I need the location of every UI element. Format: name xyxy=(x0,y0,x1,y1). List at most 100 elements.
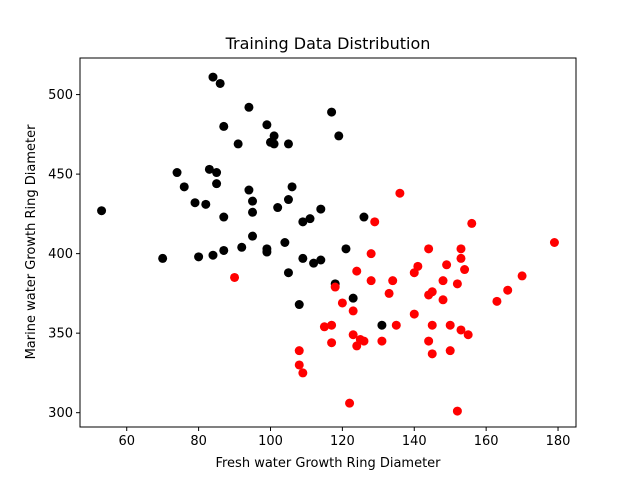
data-point-series-1-45 xyxy=(467,218,477,228)
data-point-series-1-23 xyxy=(395,188,405,198)
x-axis-label: Fresh water Growth Ring Diameter xyxy=(215,456,441,471)
data-point-series-1-8 xyxy=(337,298,347,308)
data-point-series-1-2 xyxy=(294,360,304,370)
data-point-series-1-29 xyxy=(424,336,434,346)
data-point-series-1-49 xyxy=(549,238,559,247)
data-point-series-0-0 xyxy=(97,206,107,216)
data-point-series-0-47 xyxy=(359,212,369,222)
data-point-series-0-14 xyxy=(219,212,229,222)
data-point-series-1-26 xyxy=(413,261,423,271)
data-point-series-1-21 xyxy=(388,276,398,286)
data-point-series-0-34 xyxy=(287,182,297,192)
data-point-series-0-27 xyxy=(269,131,279,141)
data-point-series-0-4 xyxy=(190,198,200,208)
data-point-series-1-7 xyxy=(330,282,340,292)
data-point-series-1-44 xyxy=(463,330,473,340)
x-tick-label: 140 xyxy=(402,434,427,449)
data-point-series-1-25 xyxy=(409,309,419,319)
data-point-series-0-38 xyxy=(305,214,315,224)
data-point-series-0-5 xyxy=(194,252,204,262)
data-point-series-0-44 xyxy=(334,131,344,141)
data-point-series-0-46 xyxy=(348,293,358,303)
data-point-series-1-31 xyxy=(427,320,437,330)
data-point-series-1-15 xyxy=(359,336,369,346)
plot-frame xyxy=(79,57,577,428)
data-point-series-0-9 xyxy=(208,72,218,82)
data-point-series-0-45 xyxy=(341,244,351,254)
x-axis-ticks: 60 80 100 120 140 160 180 xyxy=(118,427,570,449)
data-point-series-0-11 xyxy=(212,179,222,189)
data-point-series-1-35 xyxy=(442,260,452,270)
data-point-series-1-34 xyxy=(438,295,448,305)
data-point-series-0-39 xyxy=(309,258,319,268)
y-tick-label: 350 xyxy=(48,327,73,342)
data-point-series-0-12 xyxy=(215,78,225,88)
x-tick-label: 120 xyxy=(330,434,355,449)
data-point-series-1-5 xyxy=(327,320,337,330)
y-axis-ticks: 300 350 400 450 500 xyxy=(48,88,80,421)
data-point-series-1-48 xyxy=(517,271,527,281)
data-point-series-1-27 xyxy=(424,244,434,254)
data-point-series-1-22 xyxy=(391,320,401,330)
data-point-series-0-17 xyxy=(237,242,247,252)
data-point-series-1-43 xyxy=(460,265,470,275)
data-point-series-0-42 xyxy=(327,107,337,117)
data-point-series-1-17 xyxy=(366,276,376,286)
data-point-series-1-12 xyxy=(352,266,362,276)
data-point-series-0-41 xyxy=(316,255,326,265)
data-point-series-0-2 xyxy=(172,168,182,178)
data-point-series-0-20 xyxy=(248,196,258,206)
data-point-series-1-19 xyxy=(377,336,387,346)
data-point-series-1-6 xyxy=(327,338,337,348)
data-point-series-0-48 xyxy=(377,320,387,330)
data-point-series-0-6 xyxy=(201,199,211,209)
data-point-series-0-19 xyxy=(244,185,254,195)
data-point-series-0-15 xyxy=(219,245,229,255)
data-point-series-1-39 xyxy=(452,406,462,416)
y-tick-label: 450 xyxy=(48,168,73,183)
y-tick-label: 500 xyxy=(48,88,73,103)
data-point-series-1-1 xyxy=(294,346,304,356)
data-point-series-1-42 xyxy=(456,325,466,335)
data-point-series-0-36 xyxy=(298,217,308,227)
data-point-series-1-16 xyxy=(366,249,376,259)
data-point-series-0-10 xyxy=(212,168,222,178)
data-point-series-1-20 xyxy=(384,288,394,298)
data-point-series-0-21 xyxy=(248,207,258,217)
x-tick-label: 100 xyxy=(258,434,283,449)
data-point-series-0-8 xyxy=(208,250,218,260)
y-axis-label: Marine water Growth Ring Diameter xyxy=(24,124,39,359)
data-point-series-1-9 xyxy=(345,398,355,408)
data-point-series-0-35 xyxy=(294,300,304,310)
data-point-series-1-30 xyxy=(427,287,437,297)
data-point-series-1-37 xyxy=(445,346,455,356)
x-tick-label: 160 xyxy=(474,434,499,449)
data-point-series-1-3 xyxy=(298,368,308,378)
data-point-series-1-47 xyxy=(503,285,513,295)
data-point-series-1-33 xyxy=(438,276,448,286)
x-tick-label: 60 xyxy=(118,434,135,449)
data-point-series-1-11 xyxy=(348,330,358,340)
data-point-series-0-30 xyxy=(280,238,290,247)
data-point-series-0-33 xyxy=(283,268,293,278)
data-point-series-1-36 xyxy=(445,320,455,330)
data-point-series-0-1 xyxy=(158,253,168,263)
x-tick-label: 180 xyxy=(546,434,571,449)
x-tick-label: 80 xyxy=(190,434,207,449)
data-point-series-1-38 xyxy=(452,279,462,289)
data-point-series-1-18 xyxy=(370,217,380,227)
data-point-series-0-3 xyxy=(179,182,189,192)
data-point-series-1-10 xyxy=(348,306,358,316)
data-point-series-0-29 xyxy=(273,203,283,213)
data-point-series-0-13 xyxy=(219,121,229,131)
data-point-series-1-32 xyxy=(427,349,437,359)
data-point-series-1-41 xyxy=(456,253,466,263)
data-point-series-0-32 xyxy=(283,195,293,205)
points-layer xyxy=(97,72,559,416)
data-point-series-0-37 xyxy=(298,253,308,263)
y-tick-label: 400 xyxy=(48,247,73,262)
data-point-series-0-23 xyxy=(262,120,272,130)
data-point-series-0-31 xyxy=(283,139,293,149)
data-point-series-1-46 xyxy=(492,296,502,306)
